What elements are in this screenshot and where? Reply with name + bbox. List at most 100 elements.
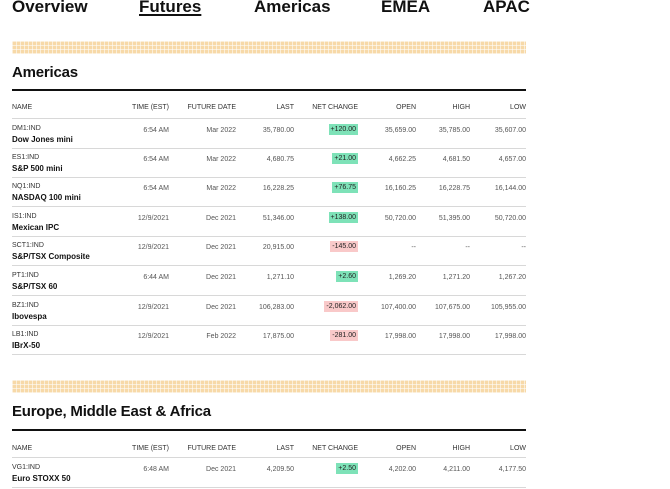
row-name[interactable]: Ibovespa <box>12 311 47 321</box>
table-row[interactable]: NQ1:IND NASDAQ 100 mini 6:54 AM Mar 2022 16,… <box>12 177 526 208</box>
row-time: 6:48 AM <box>143 466 169 473</box>
row-low: 16,144.00 <box>494 185 526 193</box>
section-divider-stripe <box>12 380 526 393</box>
row-net-change: +21.00 <box>332 152 358 164</box>
row-future-date: Mar 2022 <box>206 185 236 193</box>
row-open: 17,998.00 <box>384 333 416 341</box>
row-future-date: Dec 2021 <box>206 303 236 311</box>
tab-futures[interactable]: Futures <box>139 0 202 16</box>
table-row[interactable]: ES1:IND S&P 500 mini 6:54 AM Mar 2022 4,680.… <box>12 148 526 178</box>
row-high: 51,395.00 <box>438 214 470 222</box>
row-high: -- <box>465 244 470 252</box>
row-last: 16,228.25 <box>262 185 294 193</box>
row-name[interactable]: NASDAQ 100 mini <box>12 193 81 203</box>
row-ticker[interactable]: LB1:IND <box>12 331 39 339</box>
row-time: 6:54 AM <box>143 127 169 134</box>
row-name[interactable]: Euro STOXX 50 <box>12 474 71 483</box>
col-header-future-date: FUTURE DATE <box>187 445 236 452</box>
col-header-time: TIME (EST) <box>132 104 169 111</box>
row-name[interactable]: S&P 500 mini <box>12 163 63 173</box>
row-name[interactable]: Dow Jones mini <box>12 135 73 144</box>
col-header-net-change: NET CHANGE <box>312 104 358 111</box>
row-high: 4,211.00 <box>443 466 470 473</box>
row-ticker[interactable]: DM1:IND <box>12 125 41 132</box>
row-time: 12/9/2021 <box>137 244 169 252</box>
row-open: 50,720.00 <box>384 214 416 222</box>
row-ticker[interactable]: SCT1:IND <box>12 242 44 250</box>
row-net-change: -145.00 <box>330 241 358 253</box>
col-header-last: LAST <box>276 445 294 452</box>
col-header-future-date: FUTURE DATE <box>187 104 236 111</box>
row-high: 16,228.75 <box>438 185 470 193</box>
table-header-emea: NAME TIME (EST) FUTURE DATE LAST NET CHA… <box>12 443 526 457</box>
table-row[interactable]: BZ1:IND Ibovespa 12/9/2021 Dec 2021 106,283.… <box>12 296 526 326</box>
tab-americas[interactable]: Americas <box>254 0 331 16</box>
section-title-emea: Europe, Middle East & Africa <box>12 403 211 420</box>
row-future-date: Dec 2021 <box>206 274 236 281</box>
row-low: 1,267.20 <box>498 274 526 281</box>
row-low: 35,607.00 <box>494 127 526 134</box>
row-name[interactable]: Mexican IPC <box>12 222 60 232</box>
tab-overview[interactable]: Overview <box>12 0 88 16</box>
row-last: 1,271.10 <box>266 274 294 281</box>
row-last: 4,680.75 <box>266 155 294 163</box>
row-ticker[interactable]: NQ1:IND <box>12 183 41 191</box>
row-ticker[interactable]: IS1:IND <box>12 212 37 220</box>
row-last: 20,915.00 <box>262 244 294 252</box>
row-last: 17,875.00 <box>262 333 294 341</box>
col-header-high: HIGH <box>452 445 471 452</box>
row-future-date: Mar 2022 <box>206 127 236 134</box>
row-net-change: -2,062.00 <box>324 300 358 312</box>
row-ticker[interactable]: PT1:IND <box>12 272 39 279</box>
row-high: 107,675.00 <box>434 303 470 311</box>
row-ticker[interactable]: BZ1:IND <box>12 301 39 309</box>
row-high: 35,785.00 <box>438 127 470 134</box>
tab-emea[interactable]: EMEA <box>381 0 431 16</box>
col-header-name: NAME <box>12 445 33 452</box>
table-row[interactable]: VG1:IND Euro STOXX 50 6:48 AM Dec 2021 4,209… <box>12 457 526 488</box>
row-low: 4,177.50 <box>498 466 526 473</box>
row-time: 6:54 AM <box>143 155 169 163</box>
row-last: 35,780.00 <box>262 127 294 134</box>
row-net-change: +138.00 <box>328 211 358 223</box>
row-name[interactable]: IBrX-50 <box>12 341 41 351</box>
row-open: 35,659.00 <box>384 127 416 134</box>
row-future-date: Dec 2021 <box>206 214 236 222</box>
row-open: 107,400.00 <box>380 303 416 311</box>
row-open: 4,662.25 <box>388 155 416 163</box>
row-net-change: +2.60 <box>336 271 358 282</box>
row-time: 12/9/2021 <box>137 333 169 341</box>
col-header-low: LOW <box>510 445 526 452</box>
row-future-date: Dec 2021 <box>206 466 236 473</box>
row-time: 12/9/2021 <box>137 303 169 311</box>
row-time: 12/9/2021 <box>137 214 169 222</box>
table-header-americas: NAME TIME (EST) FUTURE DATE LAST NET CHA… <box>12 102 526 116</box>
col-header-name: NAME <box>12 104 33 111</box>
row-future-date: Mar 2022 <box>206 155 236 163</box>
section-rule <box>12 89 526 91</box>
tab-apac[interactable]: APAC <box>483 0 530 16</box>
row-name[interactable]: S&P/TSX Composite <box>12 252 90 262</box>
table-row[interactable]: SCT1:IND S&P/TSX Composite 12/9/2021 Dec 20… <box>12 236 526 267</box>
row-open: 16,160.25 <box>384 185 416 193</box>
col-header-open: OPEN <box>396 445 416 452</box>
table-row[interactable]: PT1:IND S&P/TSX 60 6:44 AM Dec 2021 1,271.10… <box>12 266 526 296</box>
col-header-low: LOW <box>510 104 526 111</box>
row-name[interactable]: S&P/TSX 60 <box>12 282 58 291</box>
col-header-open: OPEN <box>396 104 416 111</box>
row-low: 105,955.00 <box>490 303 526 311</box>
market-tabs: Overview Futures Americas EMEA APAC <box>0 0 670 22</box>
row-ticker[interactable]: ES1:IND <box>12 153 40 161</box>
row-low: 50,720.00 <box>494 214 526 222</box>
row-last: 106,283.00 <box>258 303 294 311</box>
section-title-americas: Americas <box>12 64 78 81</box>
section-divider-stripe <box>12 41 526 54</box>
row-low: -- <box>521 244 526 252</box>
table-row[interactable]: LB1:IND IBrX-50 12/9/2021 Feb 2022 17,875.00… <box>12 325 526 356</box>
table-row[interactable]: DM1:IND Dow Jones mini 6:54 AM Mar 2022 35,7… <box>12 118 526 149</box>
section-rule <box>12 429 526 431</box>
row-net-change: +2.50 <box>336 463 358 474</box>
table-row[interactable]: IS1:IND Mexican IPC 12/9/2021 Dec 2021 51,34… <box>12 207 526 237</box>
row-ticker[interactable]: VG1:IND <box>12 464 41 471</box>
row-net-change: +76.75 <box>332 182 358 194</box>
